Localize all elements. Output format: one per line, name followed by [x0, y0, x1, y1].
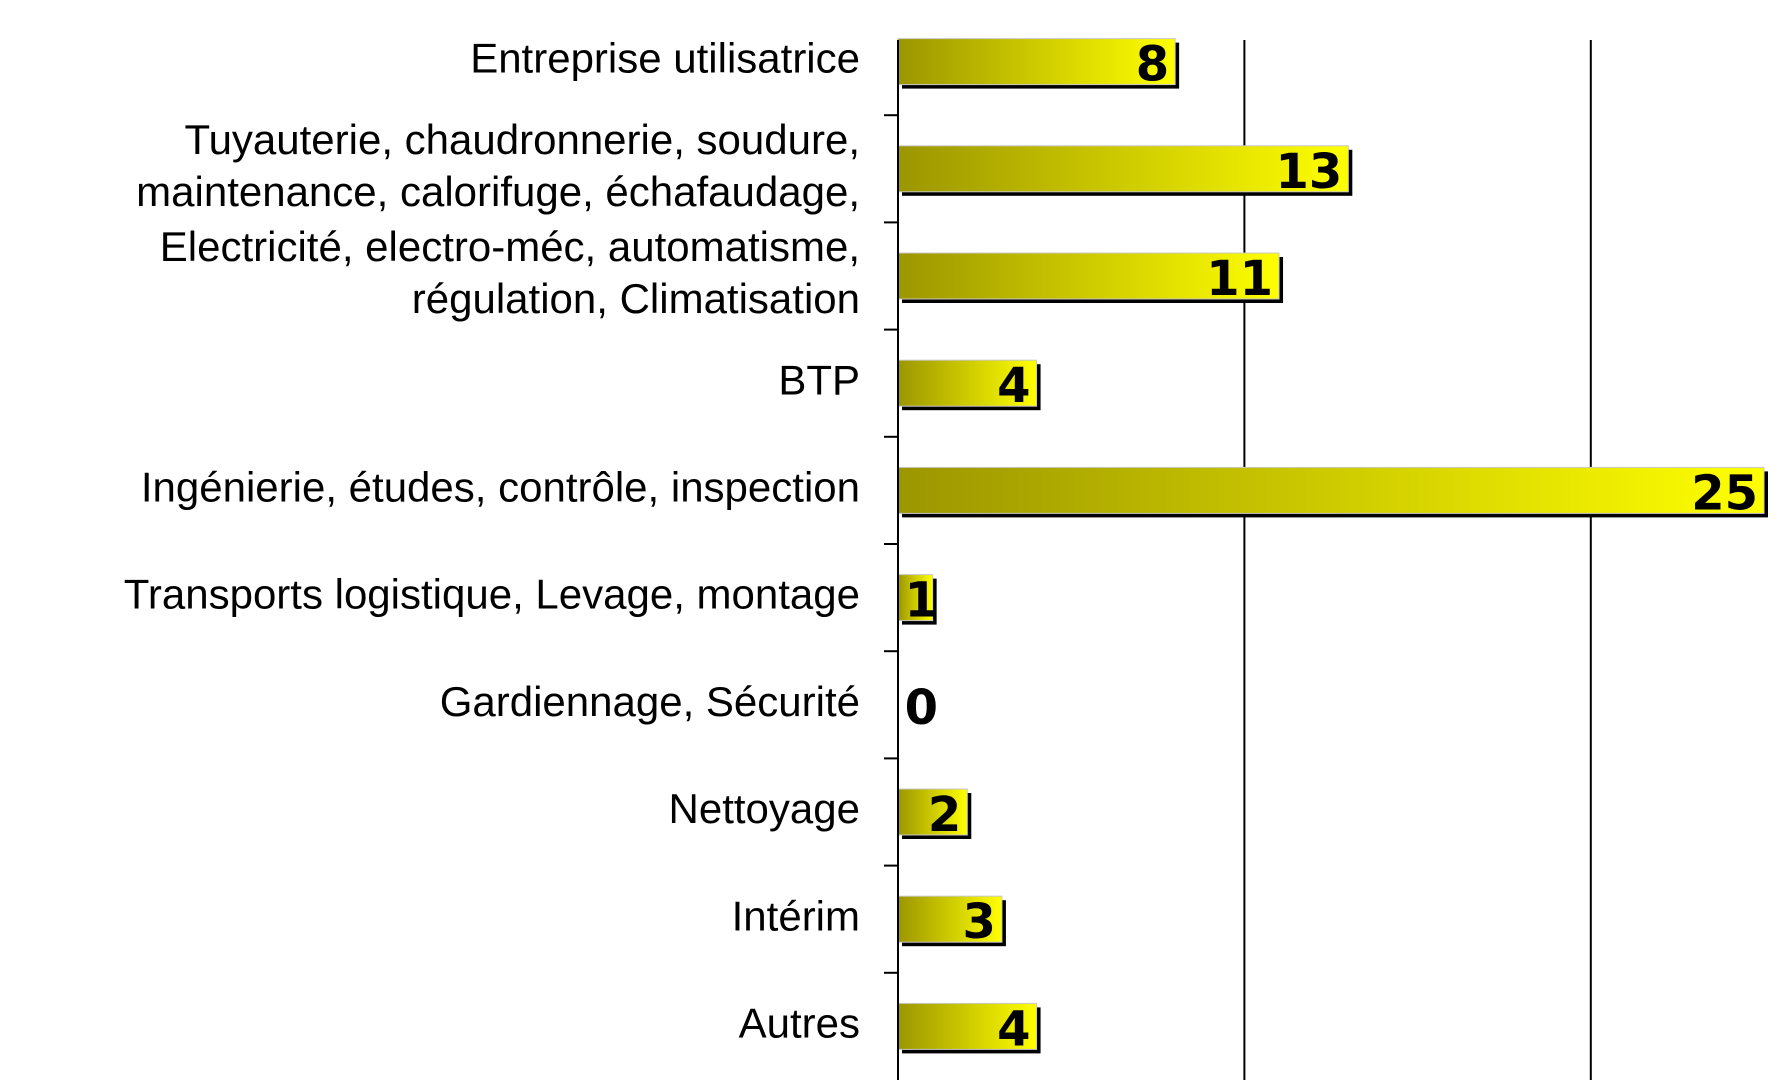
y-tick-label: Entreprise utilisatrice [470, 35, 860, 82]
label-line: maintenance, calorifuge, échafaudage, [136, 168, 860, 215]
value-label: 2 [928, 787, 961, 843]
bar [897, 574, 934, 622]
y-tick-label: Transports logistique, Levage, montage [124, 571, 860, 618]
y-tick-label: Ingénierie, études, contrôle, inspection [141, 463, 860, 510]
label-line: Tuyauterie, chaudronnerie, soudure, [184, 116, 860, 163]
value-label: 4 [997, 1001, 1030, 1057]
value-label: 3 [963, 894, 996, 950]
bar [897, 895, 1003, 943]
bar [897, 252, 1280, 300]
value-label: 1 [905, 573, 938, 629]
value-label: 13 [1276, 144, 1343, 200]
y-tick-label: Tuyauterie, chaudronnerie, soudure, maint… [136, 116, 860, 215]
y-tick-label: Nettoyage [669, 785, 860, 832]
y-tick-label: Electricité, electro-méc, automatisme, ré… [160, 223, 860, 322]
label-line: Electricité, electro-méc, automatisme, [160, 223, 860, 270]
value-label: 25 [1691, 465, 1758, 521]
label-line: régulation, Climatisation [412, 275, 860, 322]
bar [897, 466, 1765, 514]
bar [897, 145, 1349, 193]
y-tick-label: Gardiennage, Sécurité [440, 678, 860, 725]
bar [897, 38, 1176, 86]
y-tick-label: BTP [778, 356, 860, 403]
value-label: 0 [905, 680, 938, 736]
value-label: 8 [1136, 37, 1169, 93]
y-tick-label: Autres [739, 999, 860, 1046]
y-tick-label: Intérim [732, 892, 860, 939]
value-label: 11 [1206, 251, 1273, 307]
bar [897, 788, 968, 836]
bar [897, 359, 1038, 407]
value-label: 4 [997, 358, 1030, 414]
